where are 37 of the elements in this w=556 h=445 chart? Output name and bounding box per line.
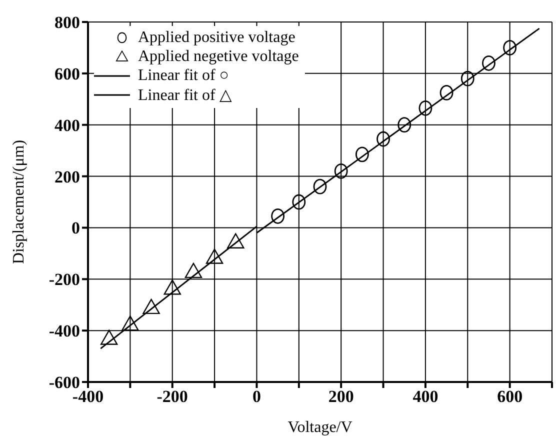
point	[227, 233, 244, 248]
y-tick-label: 200	[54, 167, 80, 186]
x-tick-label: 0	[252, 387, 261, 406]
point	[164, 280, 181, 295]
legend-label: Applied negetive voltage	[138, 48, 299, 66]
point	[334, 163, 348, 179]
point	[418, 100, 432, 116]
x-tick-label: 400	[412, 387, 438, 406]
y-tick-label: -400	[48, 322, 80, 341]
point	[313, 178, 327, 194]
legend-label: Linear fit of △	[138, 86, 232, 104]
x-tick-label: -200	[156, 387, 188, 406]
x-tick-label: 600	[497, 387, 523, 406]
point	[100, 330, 118, 345]
point	[184, 262, 202, 278]
y-tick-label: -200	[48, 270, 80, 290]
legend-label: Linear fit of ○	[138, 66, 229, 84]
point	[292, 194, 306, 210]
point	[460, 70, 474, 86]
y-axis-title: Displacement/(μm)	[10, 140, 28, 264]
y-tick-label: 600	[54, 64, 80, 84]
point	[355, 146, 369, 162]
point	[398, 117, 412, 133]
y-tick-label: 800	[54, 13, 80, 32]
point	[122, 316, 139, 331]
point	[482, 55, 496, 71]
point	[142, 298, 160, 314]
x-axis-title: Voltage/V	[288, 419, 353, 436]
x-tick-label: 200	[328, 387, 354, 406]
point	[503, 40, 517, 56]
y-tick-label: 400	[54, 116, 80, 135]
legend-label: Applied positive voltage	[138, 28, 296, 46]
point	[376, 131, 390, 147]
y-tick-label: 0	[72, 218, 80, 238]
point	[271, 208, 285, 224]
point	[440, 85, 454, 100]
point	[206, 248, 224, 264]
